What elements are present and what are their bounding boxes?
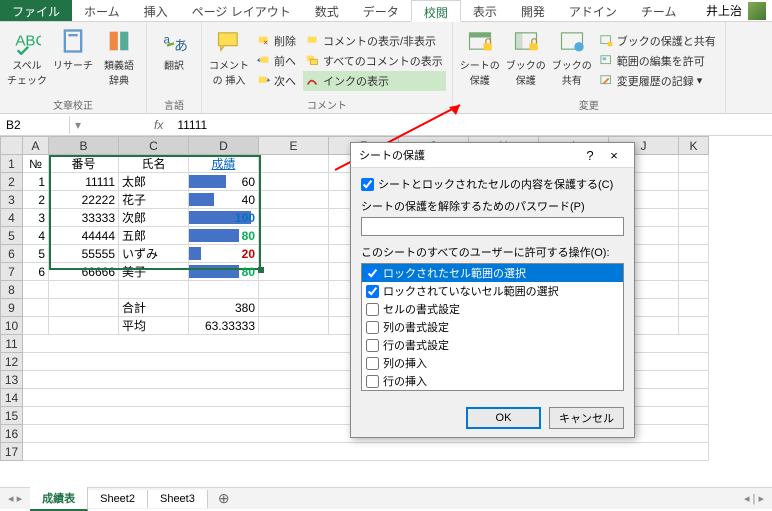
protect-checkbox[interactable]: シートとロックされたセルの内容を保護する(C) <box>361 176 624 192</box>
close-button[interactable]: × <box>602 148 626 163</box>
help-button[interactable]: ? <box>578 148 602 163</box>
protect-book-button[interactable]: ブックの 保護 <box>505 25 547 96</box>
user-area[interactable]: 井上治 <box>706 0 772 21</box>
tab-layout[interactable]: ページ レイアウト <box>180 0 303 21</box>
permissions-list[interactable]: ロックされたセル範囲の選択ロックされていないセル範囲の選択セルの書式設定列の書式… <box>361 263 624 391</box>
svg-text:あ: あ <box>174 37 188 53</box>
translate-button[interactable]: aあ翻訳 <box>153 25 195 96</box>
tab-dev[interactable]: 開発 <box>509 0 557 21</box>
dialog-title: シートの保護 <box>359 147 578 163</box>
tab-data[interactable]: データ <box>351 0 411 21</box>
prev-comment-button[interactable]: 前へ <box>254 51 299 71</box>
tab-addin[interactable]: アドイン <box>557 0 629 21</box>
group-comments-label: コメント <box>208 96 446 112</box>
permissions-label: このシートのすべてのユーザーに許可する操作(O): <box>361 244 624 260</box>
tab-team[interactable]: チーム <box>629 0 689 21</box>
new-comment-button[interactable]: コメントの 挿入 <box>208 25 250 96</box>
dialog-titlebar[interactable]: シートの保護 ? × <box>351 143 634 168</box>
tab-insert[interactable]: 挿入 <box>132 0 180 21</box>
track-changes-button[interactable]: 変更履歴の記録 ▾ <box>597 71 719 91</box>
avatar <box>748 2 766 20</box>
ribbon-tabs: ファイル ホーム 挿入 ページ レイアウト 数式 データ 校閲 表示 開発 アド… <box>0 0 772 22</box>
sheet-nav[interactable]: ◂ ▸ <box>0 492 30 505</box>
svg-text:×: × <box>263 37 268 47</box>
user-name: 井上治 <box>706 2 742 19</box>
formula-bar: B2 ▾ fx 11111 <box>0 114 772 136</box>
tab-file[interactable]: ファイル <box>0 0 72 21</box>
research-button[interactable]: リサーチ <box>52 25 94 96</box>
thesaurus-button[interactable]: 類義語 辞典 <box>98 25 140 96</box>
tab-home[interactable]: ホーム <box>72 0 132 21</box>
group-lang-label: 言語 <box>153 96 195 112</box>
sheet-tab-1[interactable]: 成績表 <box>30 487 88 511</box>
ink-button[interactable]: インクの表示 <box>303 71 446 91</box>
protect-sheet-dialog: シートの保護 ? × シートとロックされたセルの内容を保護する(C) シートの保… <box>350 142 635 438</box>
group-proofing-label: 文章校正 <box>6 96 140 112</box>
ribbon: ABCスペル チェック リサーチ 類義語 辞典 文章校正 aあ翻訳 言語 コメン… <box>0 22 772 114</box>
delete-comment-button[interactable]: ×削除 <box>254 31 299 51</box>
share-book-button[interactable]: ブックの 共有 <box>551 25 593 96</box>
sheet-tabs: ◂ ▸ 成績表 Sheet2 Sheet3 ⊕ ◂ | ▸ <box>0 487 772 509</box>
new-sheet-button[interactable]: ⊕ <box>208 490 240 507</box>
tab-formula[interactable]: 数式 <box>303 0 351 21</box>
sheet-tab-3[interactable]: Sheet3 <box>148 490 208 508</box>
next-comment-button[interactable]: 次へ <box>254 71 299 91</box>
sheet-tab-2[interactable]: Sheet2 <box>88 490 148 508</box>
showall-comments-button[interactable]: すべてのコメントの表示 <box>303 51 446 71</box>
password-label: シートの保護を解除するためのパスワード(P) <box>361 198 624 214</box>
protect-share-button[interactable]: ブックの保護と共有 <box>597 31 719 51</box>
tab-view[interactable]: 表示 <box>461 0 509 21</box>
tab-review[interactable]: 校閲 <box>411 0 461 22</box>
ok-button[interactable]: OK <box>466 407 541 429</box>
group-changes-label: 変更 <box>459 96 719 112</box>
fx-icon[interactable]: fx <box>146 118 171 132</box>
spellcheck-button[interactable]: ABCスペル チェック <box>6 25 48 96</box>
cancel-button[interactable]: キャンセル <box>549 407 624 429</box>
name-box[interactable]: B2 <box>0 116 70 134</box>
protect-sheet-button[interactable]: シートの 保護 <box>459 25 501 96</box>
formula-input[interactable]: 11111 <box>171 116 772 134</box>
password-input[interactable] <box>361 217 624 236</box>
allow-edit-button[interactable]: 範囲の編集を許可 <box>597 51 719 71</box>
showhide-comment-button[interactable]: コメントの表示/非表示 <box>303 31 446 51</box>
